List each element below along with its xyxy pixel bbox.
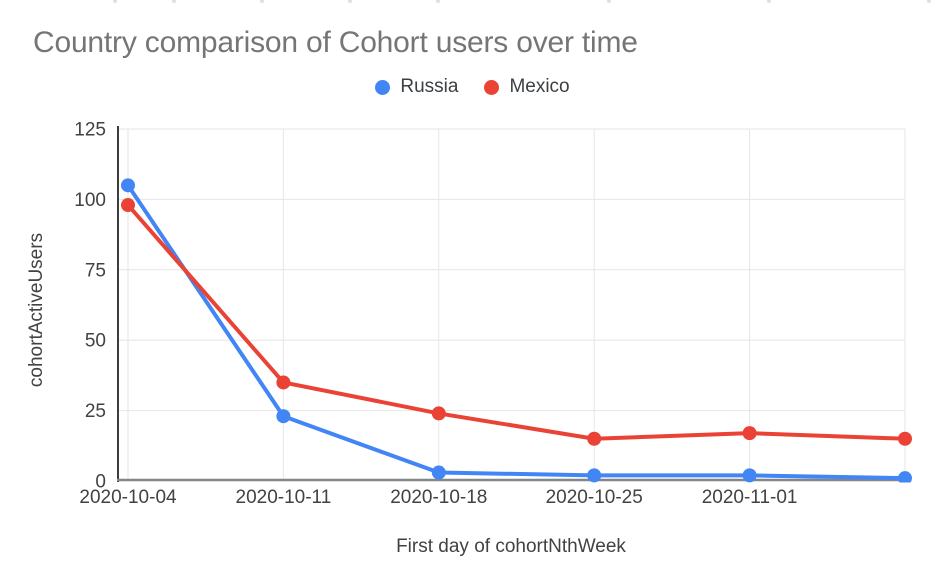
legend-dot-mexico	[484, 79, 500, 95]
y-tick-label: 75	[85, 260, 106, 281]
legend: Russia Mexico	[0, 76, 945, 98]
data-point-mexico-0[interactable]	[121, 198, 135, 213]
y-tick-label: 0	[95, 472, 106, 493]
y-axis-title: cohortActiveUsers	[26, 232, 47, 388]
y-tick-label: 50	[85, 331, 106, 352]
chart-title: Country comparison of Cohort users over …	[33, 26, 638, 59]
y-tick-label: 100	[74, 190, 106, 211]
series-line-mexico	[126, 203, 907, 441]
legend-dot-russia	[375, 79, 391, 95]
data-point-mexico-1[interactable]	[276, 375, 291, 390]
x-tick-label: 2020-10-11	[236, 487, 332, 508]
data-point-mexico-5[interactable]	[898, 431, 912, 446]
series-layer	[121, 178, 912, 485]
data-point-mexico-3[interactable]	[587, 431, 602, 446]
series-line-russia	[126, 183, 907, 481]
screen-artifact	[348, 0, 352, 3]
screen-artifact	[113, 0, 117, 3]
screen-artifact	[927, 0, 931, 3]
x-tick-label: 2020-10-04	[79, 487, 177, 508]
x-tick-label: 2020-11-01	[702, 487, 798, 508]
data-point-russia-0[interactable]	[121, 178, 135, 193]
data-point-mexico-2[interactable]	[431, 406, 446, 421]
screen-artifact	[607, 0, 611, 3]
screen-artifact	[436, 0, 440, 3]
x-tick-label: 2020-10-18	[390, 487, 487, 508]
data-point-mexico-4[interactable]	[742, 426, 757, 441]
legend-label-mexico: Mexico	[509, 76, 570, 97]
data-point-russia-3[interactable]	[587, 468, 602, 483]
legend-item-mexico[interactable]: Mexico	[484, 76, 570, 98]
data-point-russia-2[interactable]	[431, 465, 446, 480]
screen-artifact	[767, 0, 771, 3]
screen-artifact	[260, 0, 264, 3]
y-tick-label: 125	[74, 120, 106, 141]
y-tick-label: 25	[85, 401, 106, 422]
data-point-russia-1[interactable]	[276, 409, 291, 424]
x-axis-title: First day of cohortNthWeek	[396, 536, 626, 557]
x-tick-label: 2020-10-25	[546, 487, 643, 508]
screen-artifact	[172, 0, 176, 3]
legend-label-russia: Russia	[400, 76, 459, 97]
legend-item-russia[interactable]: Russia	[375, 76, 458, 98]
data-point-russia-5[interactable]	[898, 471, 912, 485]
data-point-russia-4[interactable]	[742, 468, 757, 483]
